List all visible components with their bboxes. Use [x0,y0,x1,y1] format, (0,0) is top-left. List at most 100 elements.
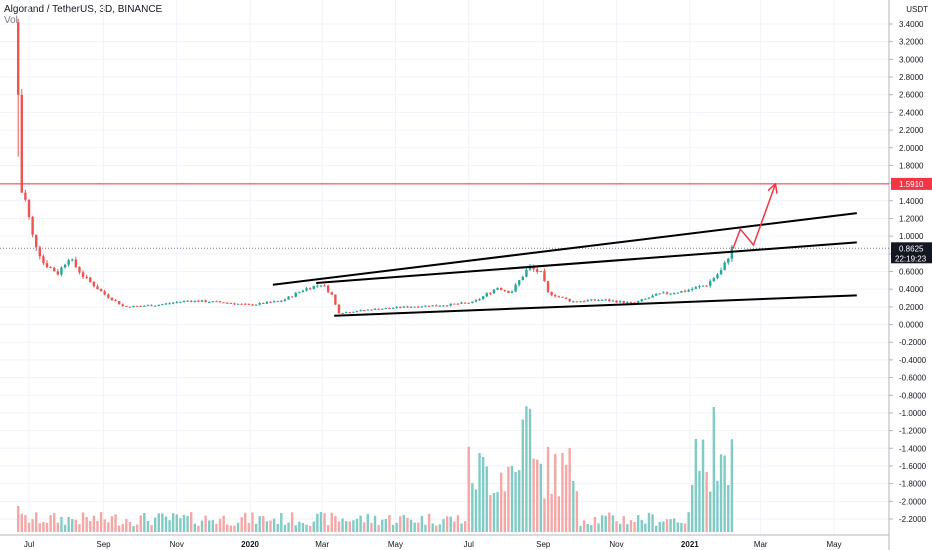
candle-body [341,313,344,315]
candle-body [373,308,377,310]
volume-bar [633,521,636,532]
candle [153,305,157,307]
volume-bar [676,522,680,532]
volume-bar [492,493,496,532]
candle-body [344,312,348,314]
volume-bar [168,520,171,532]
candle [723,260,726,271]
candle-body [208,302,211,304]
candle [233,302,236,306]
price-tick-label: 0.4000 [899,285,924,294]
candle [572,300,575,303]
candle-body [698,286,701,288]
candle-body [579,301,582,303]
price-tick-label: -0.6000 [899,374,927,383]
candle [467,302,470,304]
candle [215,300,218,303]
candle [618,300,622,303]
candle-body [723,262,726,271]
candle-body [546,281,550,292]
volume-bar [669,519,672,532]
candle-body [164,303,168,305]
candle-body [680,291,683,293]
candle-body [135,305,139,307]
candle-body [215,301,218,303]
grid-lines [0,0,889,535]
volume-bar [319,512,323,532]
candle-body [24,192,27,200]
candle-body [251,304,254,306]
volume-bar [600,515,604,532]
candle-body [74,259,78,267]
candle [222,302,225,304]
volume-bar [254,523,258,532]
candle [409,306,413,308]
volume-bar [420,515,424,532]
volume-bar [424,524,427,532]
candle-body [435,305,438,307]
candle-body [510,291,514,294]
candle-body [691,288,694,290]
candle-body [395,306,398,308]
candle-body [388,308,391,310]
candle-body [705,285,708,287]
volume-bar [290,512,294,532]
candle [514,282,517,293]
candle-body [204,300,207,303]
price-tick-label: 0.0000 [899,321,924,330]
candle-body [197,300,200,302]
candle-body [420,306,424,308]
candle-body [236,303,240,305]
candle [687,288,690,293]
volume-bar [31,519,34,532]
candle [615,300,618,304]
candle-body [525,269,528,277]
volume-bar [510,465,514,532]
candle-body [200,300,204,302]
candle-body [319,285,323,287]
candle [395,306,398,309]
candle [622,300,625,304]
volume-bar [723,455,726,532]
candle [492,288,496,294]
candle [117,301,121,305]
volume-bar [636,515,640,532]
price-tick-label: 2.6000 [899,91,924,100]
candle-body [629,302,633,304]
volume-bar [474,489,478,532]
candle-body [568,298,571,302]
price-tick-label: 0.2000 [899,303,924,312]
volume-bar [305,524,308,532]
volume-bar [215,523,218,532]
candle-body [125,306,128,308]
candle-body [550,291,553,296]
candle [262,302,265,304]
candle-body [38,247,42,257]
volume-bar [341,518,344,532]
volume-bar [579,525,582,532]
volume-bar [658,521,661,532]
last-price-label: 0.8625 [899,244,924,253]
volume-bar [622,516,625,532]
candle [557,295,561,298]
volume-bar [269,520,272,532]
volume-bar [478,453,481,532]
candle-body [701,285,705,287]
currency-label: USDT [906,5,928,14]
candle-body [168,303,171,305]
candle-body [557,296,561,298]
volume-bar [161,513,164,532]
volume-bar [326,525,330,532]
candle [611,299,615,302]
candle-body [53,267,56,272]
volume-bar [63,524,67,532]
candle [582,300,586,303]
volume-bar [384,519,388,532]
volume-bar [244,512,247,532]
candle [658,293,661,295]
candle-body [518,280,521,285]
volume-bar [121,523,124,532]
volume-bar [597,523,600,532]
candle-body [226,302,229,304]
